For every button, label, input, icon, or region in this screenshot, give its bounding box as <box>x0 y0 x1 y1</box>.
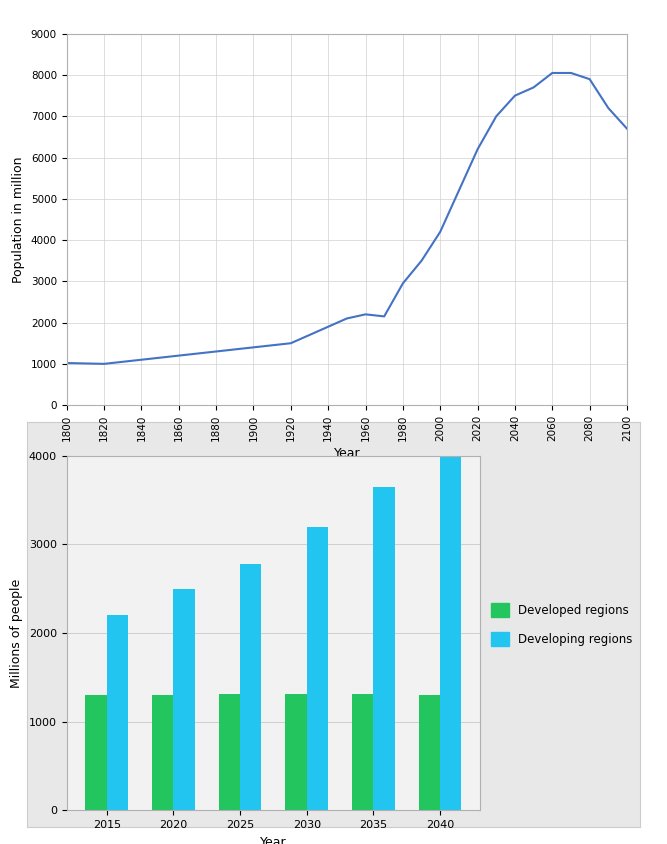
Bar <box>152 695 173 810</box>
Bar <box>440 456 462 810</box>
Bar <box>173 589 195 810</box>
Bar <box>85 695 107 810</box>
X-axis label: Year: Year <box>334 446 360 460</box>
Bar <box>107 615 128 810</box>
Bar <box>285 694 307 810</box>
Bar <box>352 694 374 810</box>
Y-axis label: Population in million: Population in million <box>12 156 25 283</box>
Bar <box>307 527 328 810</box>
Bar <box>240 564 261 810</box>
Bar <box>219 694 240 810</box>
X-axis label: Year: Year <box>260 836 287 844</box>
Bar <box>419 695 440 810</box>
Y-axis label: Millions of people: Millions of people <box>10 578 23 688</box>
Bar <box>374 487 395 810</box>
Legend: Developed regions, Developing regions: Developed regions, Developing regions <box>486 598 637 651</box>
